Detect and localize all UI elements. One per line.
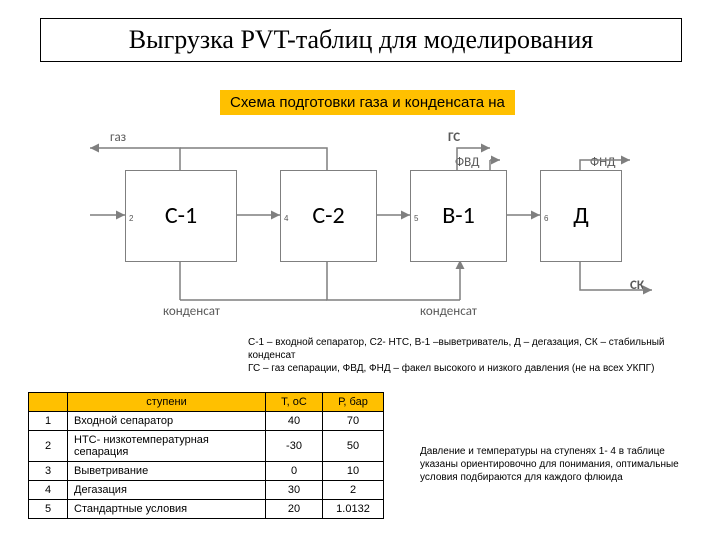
unit-b1-num: 5 <box>414 174 418 264</box>
col-stage: ступени <box>68 393 266 412</box>
legend-line1: С-1 – входной сепаратор, С2- НТС, В-1 –в… <box>248 336 678 362</box>
unit-b1: 5 В-1 <box>410 170 507 262</box>
col-temp: Т, оС <box>266 393 323 412</box>
unit-b1-label: В-1 <box>442 201 475 230</box>
col-press: Р, бар <box>323 393 384 412</box>
unit-d-label: Д <box>573 201 588 230</box>
unit-c2-num: 4 <box>284 174 288 264</box>
table-row: 2 НТС- низкотемпературная сепарация -30 … <box>29 431 384 462</box>
unit-c1-label: С-1 <box>165 201 197 230</box>
unit-c1-num: 2 <box>129 174 133 264</box>
footnote-text: Давление и температуры на ступенях 1- 4 … <box>420 445 700 484</box>
unit-c2-label: С-2 <box>312 201 344 230</box>
table-row: 5 Стандартные условия 20 1.0132 <box>29 500 384 519</box>
process-diagram: газ ГС ФВД ФНД СК конденсат конденсат <box>70 130 660 340</box>
unit-d: 6 Д <box>540 170 622 262</box>
table-row: 1 Входной сепаратор 40 70 <box>29 412 384 431</box>
legend-line2: ГС – газ сепарации, ФВД, ФНД – факел выс… <box>248 362 678 375</box>
diagram-legend: С-1 – входной сепаратор, С2- НТС, В-1 –в… <box>248 336 678 375</box>
table-row: 4 Дегазация 30 2 <box>29 481 384 500</box>
unit-c2: 4 С-2 <box>280 170 377 262</box>
table-row: 3 Выветривание 0 10 <box>29 462 384 481</box>
stages-table: ступени Т, оС Р, бар 1 Входной сепаратор… <box>28 392 384 519</box>
unit-d-num: 6 <box>544 174 548 264</box>
subtitle-banner: Схема подготовки газа и конденсата на <box>220 90 515 115</box>
unit-c1: 2 С-1 <box>125 170 237 262</box>
table-header-row: ступени Т, оС Р, бар <box>29 393 384 412</box>
page-title: Выгрузка PVT-таблиц для моделирования <box>40 18 682 62</box>
